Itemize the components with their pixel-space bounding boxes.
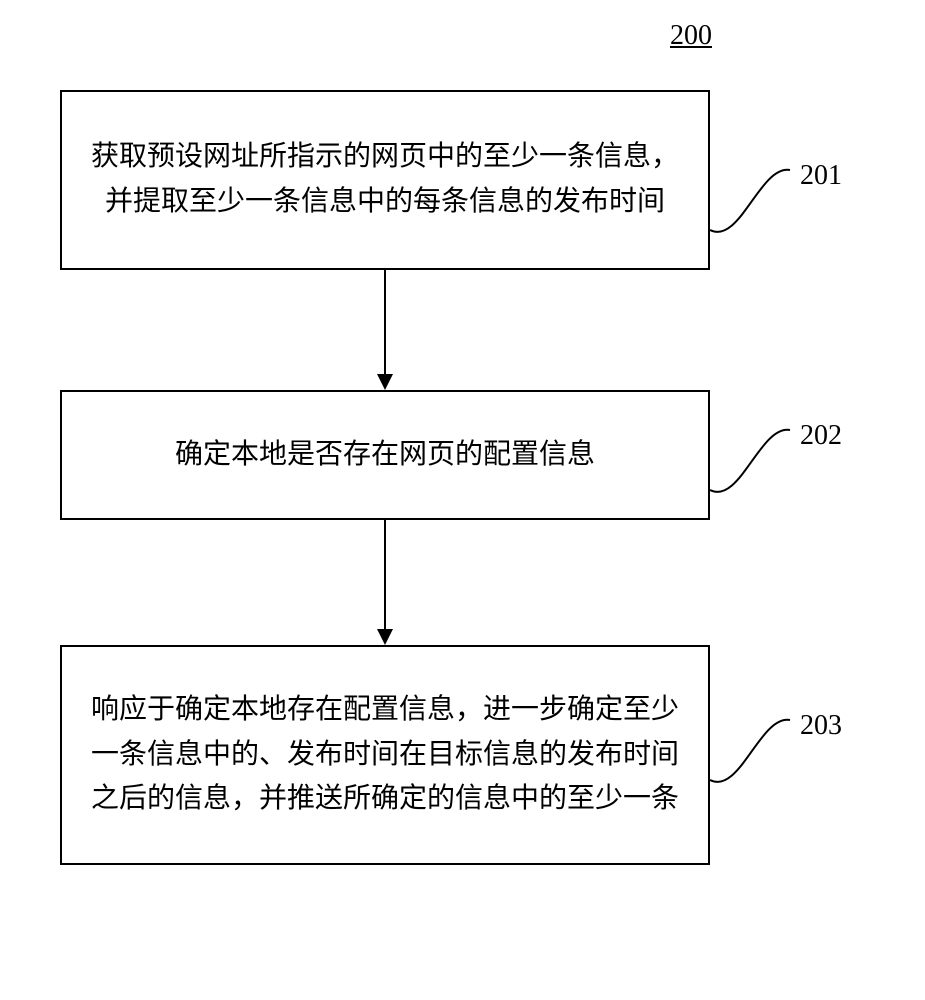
step-text: 响应于确定本地存在配置信息，进一步确定至少一条信息中的、发布时间在目标信息的发布… [87, 688, 683, 822]
step-label-201: 201 [800, 160, 842, 192]
figure-number: 200 [670, 20, 712, 52]
step-label-202: 202 [800, 420, 842, 452]
step-box-201: 获取预设网址所指示的网页中的至少一条信息，并提取至少一条信息中的每条信息的发布时… [60, 90, 710, 270]
step-text: 确定本地是否存在网页的配置信息 [175, 433, 595, 478]
step-text: 获取预设网址所指示的网页中的至少一条信息，并提取至少一条信息中的每条信息的发布时… [87, 135, 683, 225]
arrow-1-line [384, 270, 386, 374]
arrow-2-head [377, 629, 393, 645]
arrow-1-head [377, 374, 393, 390]
step-label-203: 203 [800, 710, 842, 742]
step-box-203: 响应于确定本地存在配置信息，进一步确定至少一条信息中的、发布时间在目标信息的发布… [60, 645, 710, 865]
arrow-2-line [384, 520, 386, 629]
step-box-202: 确定本地是否存在网页的配置信息 [60, 390, 710, 520]
